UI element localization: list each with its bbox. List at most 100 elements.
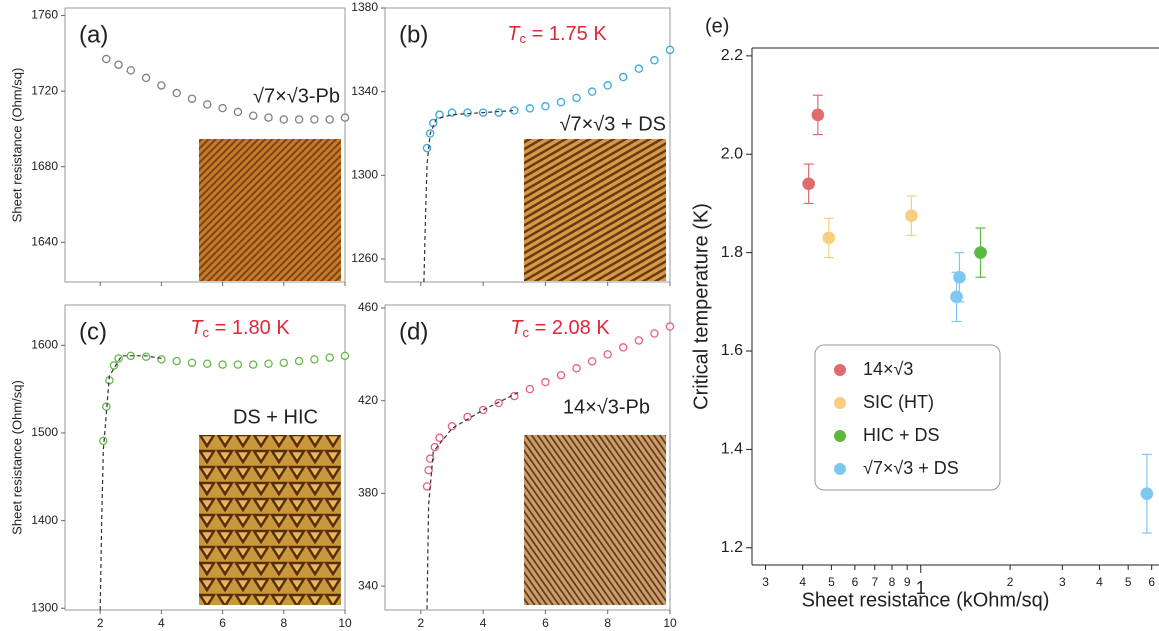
data-point: [204, 360, 211, 367]
data-point: [480, 406, 487, 413]
data-point: [666, 46, 673, 53]
x-tick-label: 6: [1148, 575, 1155, 589]
data-point: [173, 89, 180, 96]
y-tick-label: 1720: [31, 83, 58, 97]
data-point: [250, 361, 257, 368]
y-tick-label: 2.2: [721, 47, 743, 64]
y-tick-label: 1300: [31, 600, 58, 614]
x-tick-label: 2: [1007, 575, 1014, 589]
data-point: [142, 353, 149, 360]
panel-label: (e): [705, 15, 729, 37]
data-point: [158, 82, 165, 89]
y-tick-label: 380: [358, 486, 378, 500]
data-point: [280, 116, 287, 123]
data-point: [905, 210, 917, 222]
tc-value: = 1.75 K: [526, 23, 607, 45]
data-point: [142, 74, 149, 81]
data-point: [115, 355, 122, 362]
fit-line: [427, 391, 521, 609]
data-point: [265, 360, 272, 367]
x-tick-label: 5: [1125, 575, 1132, 589]
data-point: [110, 362, 117, 369]
tc-value: = 1.80 K: [209, 317, 290, 339]
x-tick-label: 8: [604, 616, 611, 630]
data-point: [158, 356, 165, 363]
x-tick-label: 5: [828, 575, 835, 589]
panel-annotation: DS + HIC: [233, 406, 318, 428]
stm-inset: [524, 139, 666, 281]
y-tick-label: 460: [358, 300, 378, 314]
data-point: [188, 95, 195, 102]
fit-line: [100, 356, 161, 610]
data-point: [219, 361, 226, 368]
x-tick-label: 8: [889, 575, 896, 589]
data-point: [280, 359, 287, 366]
data-point: [951, 291, 963, 303]
data-point: [103, 55, 110, 62]
x-tick-label: 9: [904, 575, 911, 589]
y-tick-label: 2.0: [721, 145, 743, 162]
data-point: [311, 356, 318, 363]
x-tick-label: 3: [762, 575, 769, 589]
data-point: [620, 73, 627, 80]
data-point: [173, 357, 180, 364]
data-point: [448, 423, 455, 430]
data-point: [234, 108, 241, 115]
y-tick-label: 1.4: [721, 441, 743, 458]
data-point: [635, 65, 642, 72]
x-tick-label: 4: [799, 575, 806, 589]
legend-label: SIC (HT): [863, 392, 934, 412]
data-point: [423, 145, 430, 152]
data-point: [295, 116, 302, 123]
x-tick-label: 6: [542, 616, 549, 630]
data-point: [803, 178, 815, 190]
data-point: [219, 105, 226, 112]
data-point: [635, 337, 642, 344]
data-point: [604, 82, 611, 89]
panel-label: (b): [399, 21, 428, 48]
data-point: [250, 112, 257, 119]
data-point: [295, 357, 302, 364]
fit-line: [424, 111, 514, 283]
x-tick-label: 2: [417, 616, 424, 630]
data-point: [100, 437, 107, 444]
y-tick-label: 1380: [351, 0, 378, 14]
data-point: [265, 114, 272, 121]
legend: 14×√3SIC (HT)HIC + DS√7×√3 + DS: [815, 345, 1000, 490]
data-point: [326, 354, 333, 361]
data-point: [495, 109, 502, 116]
y-tick-label: 1400: [31, 513, 58, 527]
y-tick-label: 340: [358, 578, 378, 592]
x-tick-label: 6: [219, 616, 226, 630]
data-point: [975, 247, 987, 259]
data-point: [953, 271, 965, 283]
y-tick-label: 1640: [31, 234, 58, 248]
x-tick-label: 8: [280, 616, 287, 630]
x-tick-label: 10: [338, 616, 352, 630]
data-point: [557, 372, 564, 379]
data-point: [341, 114, 348, 121]
x-tick-label: 10: [663, 616, 677, 630]
data-point: [115, 61, 122, 68]
x-axis-label: Sheet resistance (kOhm/sq): [802, 589, 1050, 611]
x-tick-label: 3: [1059, 575, 1066, 589]
data-point: [651, 57, 658, 64]
data-point: [604, 351, 611, 358]
data-point: [311, 116, 318, 123]
y-axis-label: Critical temperature (K): [690, 203, 712, 410]
y-tick-label: 1300: [351, 168, 378, 182]
panel-label: (a): [79, 21, 108, 48]
data-point: [589, 358, 596, 365]
data-point: [526, 105, 533, 112]
data-point: [651, 330, 658, 337]
data-point: [620, 344, 627, 351]
tc-label: Tc = 1.75 K: [507, 23, 607, 46]
data-point: [127, 67, 134, 74]
x-tick-label: 4: [158, 616, 165, 630]
y-tick-label: 1760: [31, 8, 58, 22]
y-tick-label: 1.2: [721, 539, 743, 556]
tc-value: = 2.08 K: [529, 317, 610, 339]
panel-annotation: √7×√3-Pb: [253, 85, 340, 107]
data-point: [188, 359, 195, 366]
insets: [199, 139, 666, 605]
